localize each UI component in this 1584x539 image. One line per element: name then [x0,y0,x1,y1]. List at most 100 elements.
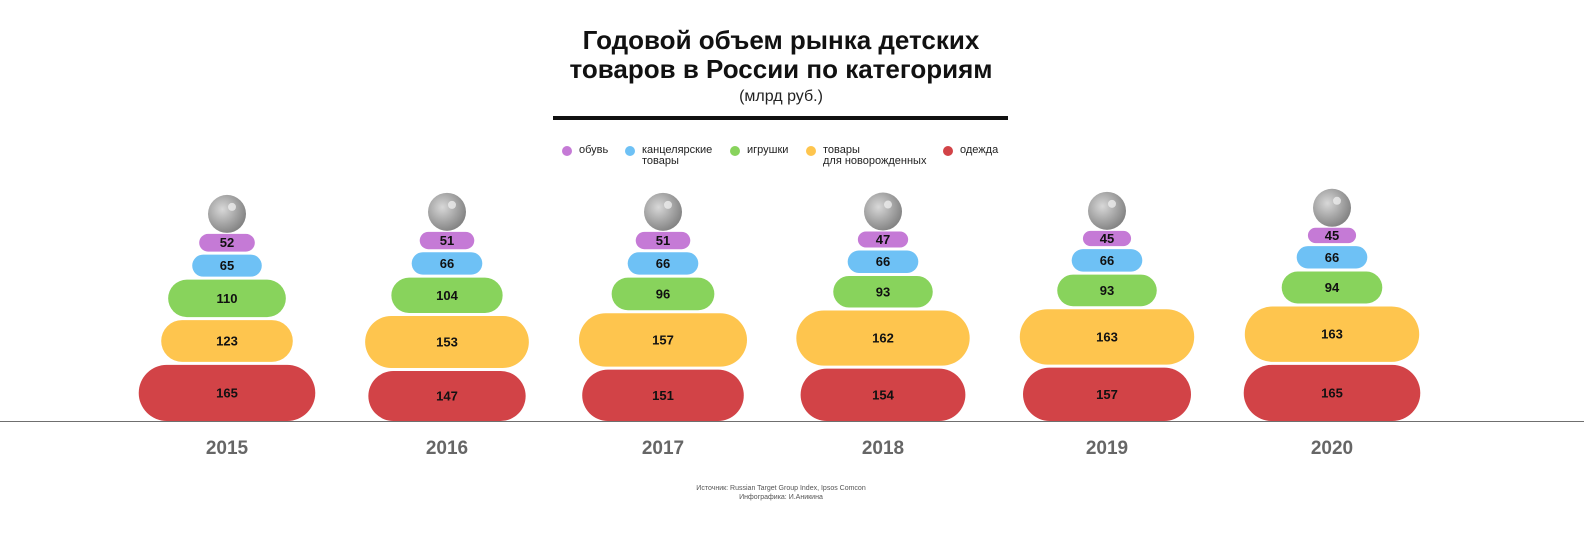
data-label-toys-2020: 94 [1325,280,1340,295]
chart-title: Годовой объем рынка детских товаров в Ро… [0,26,1562,84]
data-label-clothes-2015: 165 [216,385,238,400]
data-label-toys-2016: 104 [436,288,458,303]
bar-shoes-2019 [1082,230,1132,247]
data-label-newborn-2017: 157 [652,332,674,347]
data-label-clothes-2017: 151 [652,388,674,403]
legend-swatch-clothes [943,146,953,156]
legend-swatch-toys [730,146,740,156]
x-tick-label-2016: 2016 [426,438,468,459]
data-label-shoes-2015: 52 [220,235,234,250]
legend-label-newborn: товары для новорожденных [823,144,927,167]
legend-label-stationery: канцелярские товары [642,144,713,167]
bar-stationery-2017 [627,252,699,275]
stack-2017: 151 157 96 66 51 2017 [579,192,747,459]
bar-shoes-2017 [635,231,691,250]
source-line-2: Инфографика: И.Аникина [739,494,823,501]
legend-swatch-shoes [562,146,572,156]
data-label-toys-2019: 93 [1100,283,1114,298]
bar-newborn-2016 [365,316,529,369]
bar-clothes-2019 [1023,367,1191,421]
bar-toys-2020 [1281,271,1383,304]
data-label-clothes-2020: 165 [1321,385,1343,400]
source-line-1: Источник: Russian Target Group Index, Ip… [696,485,866,492]
ball-topper-2016 [428,192,466,231]
chart-subtitle: (млрд руб.) [739,88,823,105]
data-label-clothes-2016: 147 [436,389,458,404]
data-label-clothes-2019: 157 [1096,387,1118,402]
bar-shoes-2016 [419,231,475,250]
bar-toys-2018 [833,275,933,308]
bar-newborn-2019 [1019,309,1195,365]
data-label-shoes-2018: 47 [876,232,890,247]
data-label-toys-2018: 93 [876,284,890,299]
stack-2015: 165 123 110 65 52 2015 [138,194,316,459]
x-tick-label-2015: 2015 [206,438,249,459]
ball-topper-2015 [208,194,246,233]
bar-toys-2016 [391,277,503,313]
ball-topper-2020 [1313,188,1351,227]
data-label-toys-2015: 110 [217,291,238,306]
data-label-shoes-2019: 45 [1100,231,1114,246]
legend-swatch-stationery [625,146,635,156]
ball-topper-2019 [1088,191,1126,230]
source-note: Источник: Russian Target Group Index, Ip… [0,484,1562,502]
data-label-stationery-2018: 66 [876,254,890,269]
bar-clothes-2016 [368,371,526,421]
bar-newborn-2020 [1244,306,1420,362]
data-label-stationery-2016: 66 [440,256,454,271]
bar-stationery-2018 [847,250,919,273]
ball-highlight-2015 [228,202,236,211]
bar-stationery-2016 [411,252,483,275]
ball-highlight-2017 [664,200,672,209]
bar-shoes-2018 [857,231,909,248]
bar-shoes-2020 [1307,227,1357,244]
bar-stationery-2015 [192,254,262,277]
ball-topper-2018 [864,192,902,231]
bar-toys-2017 [611,277,715,311]
stack-2018: 154 162 93 66 47 2018 [796,192,970,459]
legend-label-clothes: одежда [960,144,999,156]
bar-toys-2019 [1057,274,1157,307]
data-label-newborn-2016: 153 [436,335,458,350]
data-label-stationery-2017: 66 [656,256,670,271]
bar-clothes-2020 [1243,364,1421,421]
legend-label-shoes: обувь [579,144,609,156]
bar-stationery-2019 [1071,249,1143,272]
ball-highlight-2016 [448,200,456,209]
bar-clothes-2018 [800,368,966,421]
data-label-stationery-2015: 65 [220,258,234,273]
data-label-stationery-2020: 66 [1325,250,1339,265]
legend-label-toys: игрушки [747,144,789,156]
stack-2019: 157 163 93 66 45 2019 [1019,191,1195,459]
bar-newborn-2018 [796,310,970,366]
chart-title-line-1: Годовой объем рынка детских [582,25,980,55]
ball-highlight-2018 [884,200,892,209]
bar-stationery-2020 [1296,246,1368,269]
bar-newborn-2017 [579,313,747,367]
ball-highlight-2019 [1108,199,1116,208]
bar-clothes-2017 [582,369,744,421]
ball-topper-2017 [644,192,682,231]
stack-2016: 147 153 104 66 51 2016 [365,192,529,459]
bar-shoes-2015 [199,233,255,252]
bar-clothes-2015 [138,364,316,421]
x-tick-label-2018: 2018 [862,438,904,459]
data-label-clothes-2018: 154 [872,387,894,402]
x-tick-label-2020: 2020 [1311,438,1353,459]
data-label-newborn-2015: 123 [216,333,238,348]
data-label-newborn-2019: 163 [1096,329,1118,344]
stack-2020: 165 163 94 66 45 2020 [1243,188,1421,459]
chart-title-line-2: товаров в России по категориям [569,54,993,84]
legend-swatch-newborn [806,146,816,156]
bar-newborn-2015 [161,320,293,362]
data-label-shoes-2017: 51 [656,233,670,248]
data-label-newborn-2020: 163 [1321,327,1343,342]
data-label-shoes-2016: 51 [440,233,454,248]
data-label-toys-2017: 96 [656,286,670,301]
x-tick-label-2017: 2017 [642,438,684,459]
data-label-shoes-2020: 45 [1325,228,1339,243]
ball-highlight-2020 [1333,196,1341,205]
title-divider [553,116,1008,120]
x-tick-label-2019: 2019 [1086,438,1128,459]
